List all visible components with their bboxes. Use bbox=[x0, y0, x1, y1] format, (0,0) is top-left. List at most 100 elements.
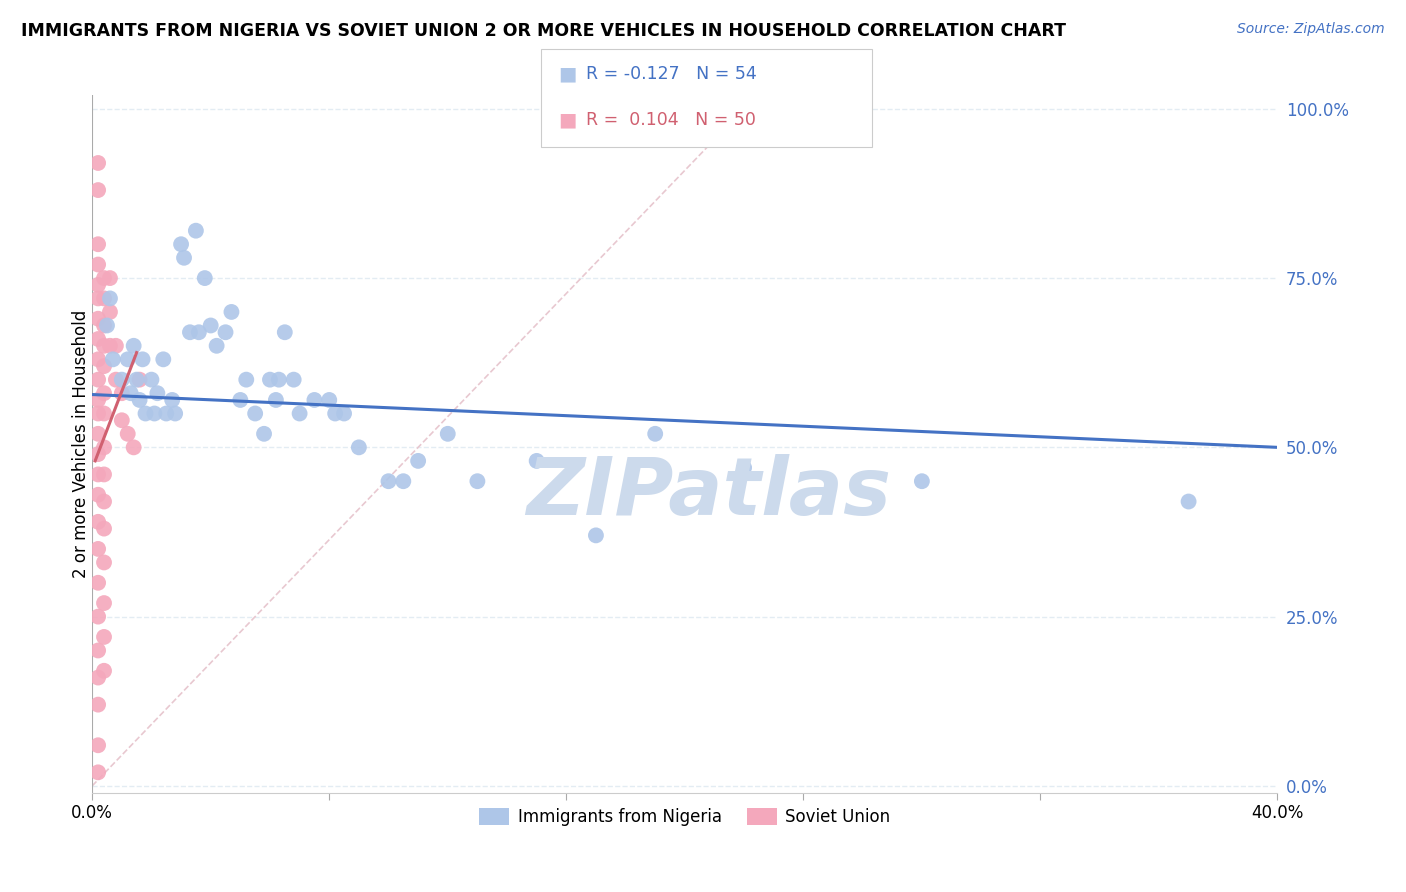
Point bbox=[274, 325, 297, 339]
Point bbox=[93, 407, 115, 421]
Point bbox=[253, 426, 276, 441]
Point bbox=[117, 426, 139, 441]
Point bbox=[87, 541, 110, 556]
Point bbox=[87, 258, 110, 272]
Point bbox=[87, 373, 110, 387]
Point bbox=[125, 373, 148, 387]
Point bbox=[98, 271, 121, 285]
Point bbox=[323, 407, 346, 421]
Point bbox=[87, 352, 110, 367]
Text: ZIPatlas: ZIPatlas bbox=[526, 454, 891, 532]
Point bbox=[111, 373, 134, 387]
Point bbox=[87, 609, 110, 624]
Point bbox=[200, 318, 222, 333]
Point bbox=[120, 386, 142, 401]
Point bbox=[194, 271, 217, 285]
Point bbox=[93, 494, 115, 508]
Point bbox=[87, 447, 110, 461]
Point bbox=[585, 528, 607, 542]
Point bbox=[104, 373, 127, 387]
Point bbox=[733, 460, 755, 475]
Point bbox=[93, 596, 115, 610]
Point bbox=[155, 407, 177, 421]
Point bbox=[173, 251, 195, 265]
Point bbox=[221, 305, 243, 319]
Text: R =  0.104   N = 50: R = 0.104 N = 50 bbox=[586, 111, 756, 128]
Point bbox=[87, 515, 110, 529]
Point bbox=[87, 671, 110, 685]
Point bbox=[93, 441, 115, 455]
Point bbox=[264, 392, 287, 407]
Point bbox=[87, 392, 110, 407]
Point bbox=[117, 352, 139, 367]
Point bbox=[87, 698, 110, 712]
Point bbox=[87, 237, 110, 252]
Point bbox=[93, 522, 115, 536]
Point bbox=[143, 407, 166, 421]
Legend: Immigrants from Nigeria, Soviet Union: Immigrants from Nigeria, Soviet Union bbox=[472, 802, 897, 833]
Text: ■: ■ bbox=[558, 64, 576, 83]
Point bbox=[87, 426, 110, 441]
Point bbox=[243, 407, 266, 421]
Point bbox=[101, 352, 124, 367]
Point bbox=[87, 467, 110, 482]
Point bbox=[98, 305, 121, 319]
Point bbox=[467, 474, 489, 488]
Point bbox=[93, 339, 115, 353]
Point bbox=[436, 426, 458, 441]
Point bbox=[134, 407, 156, 421]
Point bbox=[235, 373, 257, 387]
Point bbox=[87, 488, 110, 502]
Point bbox=[170, 237, 193, 252]
Point bbox=[347, 441, 370, 455]
Point bbox=[304, 392, 326, 407]
Point bbox=[1177, 494, 1199, 508]
Point bbox=[93, 630, 115, 644]
Point bbox=[152, 352, 174, 367]
Point bbox=[98, 339, 121, 353]
Point bbox=[87, 277, 110, 292]
Point bbox=[93, 359, 115, 373]
Point bbox=[141, 373, 163, 387]
Point bbox=[111, 413, 134, 427]
Point bbox=[205, 339, 228, 353]
Point bbox=[87, 643, 110, 657]
Point bbox=[87, 765, 110, 780]
Point bbox=[267, 373, 290, 387]
Point bbox=[122, 339, 145, 353]
Point bbox=[229, 392, 252, 407]
Point bbox=[377, 474, 399, 488]
Point bbox=[392, 474, 415, 488]
Point bbox=[93, 664, 115, 678]
Point bbox=[160, 392, 183, 407]
Point bbox=[911, 474, 934, 488]
Point bbox=[122, 441, 145, 455]
Point bbox=[87, 311, 110, 326]
Point bbox=[288, 407, 311, 421]
Point bbox=[259, 373, 281, 387]
Point bbox=[93, 386, 115, 401]
Point bbox=[644, 426, 666, 441]
Text: Source: ZipAtlas.com: Source: ZipAtlas.com bbox=[1237, 22, 1385, 37]
Point bbox=[526, 454, 548, 468]
Point bbox=[93, 271, 115, 285]
Point bbox=[179, 325, 201, 339]
Point bbox=[104, 339, 127, 353]
Text: IMMIGRANTS FROM NIGERIA VS SOVIET UNION 2 OR MORE VEHICLES IN HOUSEHOLD CORRELAT: IMMIGRANTS FROM NIGERIA VS SOVIET UNION … bbox=[21, 22, 1066, 40]
Point bbox=[87, 738, 110, 752]
Point bbox=[146, 386, 169, 401]
Point bbox=[93, 292, 115, 306]
Point bbox=[165, 407, 187, 421]
Point bbox=[111, 386, 134, 401]
Point bbox=[93, 467, 115, 482]
Point bbox=[214, 325, 236, 339]
Point bbox=[184, 224, 207, 238]
Point bbox=[128, 392, 150, 407]
Point bbox=[98, 292, 121, 306]
Point bbox=[87, 183, 110, 197]
Y-axis label: 2 or more Vehicles in Household: 2 or more Vehicles in Household bbox=[72, 310, 90, 578]
Point bbox=[87, 575, 110, 590]
Point bbox=[406, 454, 429, 468]
Point bbox=[131, 352, 153, 367]
Point bbox=[318, 392, 340, 407]
